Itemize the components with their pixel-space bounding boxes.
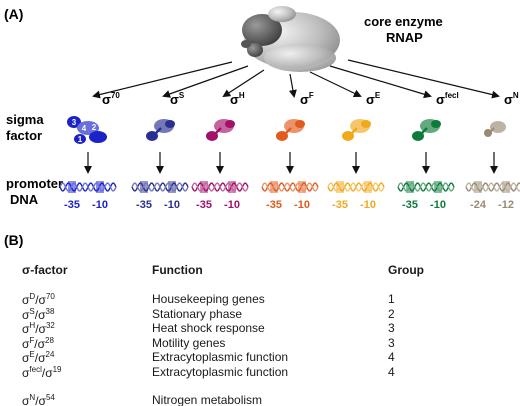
promoter-right-element-label: -10	[430, 199, 446, 211]
core-to-sigma-arrow	[222, 69, 265, 98]
sigma-name-label: σfecl	[436, 91, 459, 107]
table-row-function: Extracytoplasmic function	[152, 350, 289, 364]
table-row-factor: σF/σ28	[22, 336, 54, 351]
table-row-factor: σD/σ70	[22, 292, 55, 307]
core-to-sigma-arrow	[309, 71, 362, 98]
sigma-label-line2: factor	[6, 128, 42, 143]
promoter-right-element-label: -10	[360, 199, 376, 211]
header-function: Function	[152, 263, 203, 277]
promoter-dna-helix	[59, 181, 117, 193]
domain-number-label: 3	[72, 118, 77, 127]
table-row-group: 2	[388, 307, 395, 321]
promoter-left-element-label: -35	[332, 199, 348, 211]
table-row-group: 3	[388, 321, 395, 335]
table-row-factor: σH/σ32	[22, 321, 55, 336]
domain-number-label: 2	[92, 123, 97, 132]
table-row-group: 4	[388, 365, 395, 379]
core-to-sigma-arrow	[329, 65, 432, 99]
sigma-protein-shape	[342, 119, 371, 141]
sigma-column-h: σH -35 -10	[191, 69, 265, 211]
panel-b-label: (B)	[4, 232, 24, 248]
sigma-name-label: σ70	[102, 91, 120, 107]
promoter-left-element-label: -35	[402, 199, 418, 211]
sigma-name-label: σS	[170, 91, 185, 107]
core-to-sigma-arrow	[92, 61, 233, 99]
table-row-function: Nitrogen metabolism	[152, 393, 263, 406]
promoter-right-element-label: -12	[498, 199, 514, 211]
sigma-name-label: σE	[366, 91, 381, 107]
promoter-label-line2: DNA	[10, 192, 39, 207]
sigma-protein-shape	[146, 119, 175, 141]
table-row-function: Heat shock response	[152, 321, 265, 335]
core-to-sigma-arrow	[288, 73, 297, 98]
table-row-function: Stationary phase	[152, 307, 243, 321]
promoter-right-element-label: -10	[92, 199, 108, 211]
table-row-factor: σfecl/σ19	[22, 365, 62, 380]
promoter-label-line1: promoter	[6, 176, 63, 191]
sigma-column-fecl: σfecl -35 -10	[329, 65, 459, 211]
core-enzyme-rnap	[241, 6, 340, 72]
promoter-dna-helix	[191, 181, 249, 193]
promoter-left-element-label: -24	[470, 199, 487, 211]
promoter-left-element-label: -35	[196, 199, 212, 211]
table-row-group: 1	[388, 292, 395, 306]
domain-number-label: 1	[78, 135, 83, 144]
table-row-function: Housekeeping genes	[152, 292, 265, 306]
sigma-column-e: σE -35 -10	[309, 71, 385, 211]
table-row-group: 4	[388, 350, 395, 364]
sigma-protein-shape	[484, 121, 506, 137]
core-enzyme-subtitle: RNAP	[386, 30, 423, 45]
promoter-dna-helix	[465, 181, 520, 193]
core-to-sigma-arrow	[162, 65, 249, 98]
promoter-right-element-label: -10	[224, 199, 240, 211]
core-enzyme-title: core enzyme	[364, 14, 443, 29]
sigma-label-line1: sigma	[6, 112, 44, 127]
sigma-column-f: σF -35 -10	[261, 73, 319, 211]
panel-a-diagram: core enzyme RNAP sigma factor promoter D…	[6, 6, 520, 211]
promoter-right-element-label: -10	[294, 199, 310, 211]
table-row-factor: σS/σ38	[22, 307, 55, 322]
sigma-name-label: σN	[504, 91, 519, 107]
table-row-function: Motility genes	[152, 336, 226, 350]
sigma-column-n: σN -24 -12	[347, 59, 520, 211]
promoter-dna-helix	[327, 181, 385, 193]
sigma-column-s: σS -35 -10	[131, 65, 249, 211]
promoter-right-element-label: -10	[164, 199, 180, 211]
panel-a-label: (A)	[4, 6, 24, 22]
table-row-factor: σE/σ24	[22, 350, 55, 365]
sigma-protein-shape	[412, 119, 441, 141]
sigma-column-70: σ70 34 21 -35 -10	[59, 61, 233, 211]
promoter-dna-helix	[261, 181, 319, 193]
sigma-name-label: σH	[230, 91, 245, 107]
sigma-protein-shape: 34 21	[67, 116, 107, 144]
promoter-left-element-label: -35	[266, 199, 282, 211]
domain-number-label: 4	[82, 124, 87, 133]
header-group: Group	[388, 263, 424, 277]
table-row-group: 3	[388, 336, 395, 350]
sigma-name-label: σF	[300, 91, 314, 107]
promoter-dna-helix	[131, 181, 189, 193]
promoter-left-element-label: -35	[136, 199, 152, 211]
core-to-sigma-arrow	[347, 59, 500, 99]
table-row-function: Extracytoplasmic function	[152, 365, 289, 379]
sigma-protein-shape	[206, 119, 235, 141]
promoter-left-element-label: -35	[64, 199, 80, 211]
sigma-factor-columns: σ70 34 21 -35 -10 σS -35 -10 σH -35 -10 σF -35 -10 σE -…	[59, 59, 520, 211]
promoter-dna-helix	[397, 181, 455, 193]
sigma-protein-shape	[276, 119, 305, 141]
table-row-factor: σN/σ54	[22, 393, 55, 406]
header-factor: σ-factor	[22, 263, 68, 277]
